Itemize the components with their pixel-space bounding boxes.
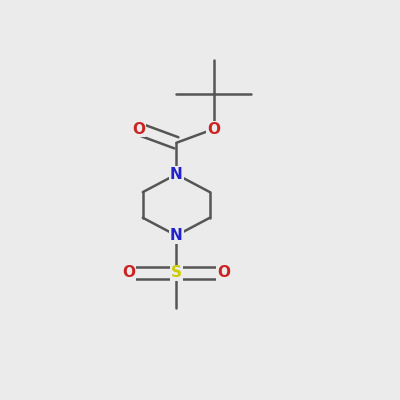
Text: O: O [217, 266, 230, 280]
Text: O: O [122, 266, 136, 280]
Text: O: O [132, 122, 145, 136]
Text: O: O [207, 122, 220, 136]
Text: N: N [170, 167, 183, 182]
Text: N: N [170, 228, 183, 243]
Text: S: S [171, 266, 182, 280]
